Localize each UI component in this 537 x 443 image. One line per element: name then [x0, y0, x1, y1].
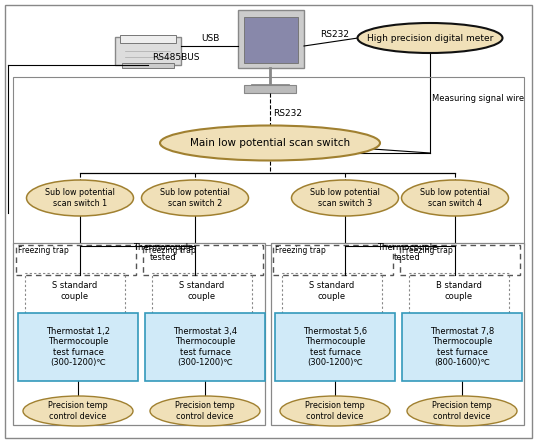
Bar [115, 37, 181, 65]
Bar [282, 273, 382, 315]
Bar [16, 245, 136, 275]
Bar [244, 17, 298, 63]
Ellipse shape [160, 125, 380, 160]
Text: Thermostat 3,4
Thermocouple
test furnace
(300-1200)℃: Thermostat 3,4 Thermocouple test furnace… [173, 327, 237, 367]
Text: Sub low potential
scan switch 4: Sub low potential scan switch 4 [420, 188, 490, 208]
Text: Freezing trap: Freezing trap [145, 246, 196, 255]
Text: RS485BUS: RS485BUS [152, 53, 200, 62]
Text: Main low potential scan switch: Main low potential scan switch [190, 138, 350, 148]
Text: Thermostat 1,2
Thermocouple
test furnace
(300-1200)℃: Thermostat 1,2 Thermocouple test furnace… [46, 327, 110, 367]
Bar [271, 243, 524, 425]
Text: USB: USB [201, 34, 219, 43]
Ellipse shape [402, 180, 509, 216]
Text: Measuring signal wire: Measuring signal wire [432, 93, 524, 102]
Bar [275, 313, 395, 381]
Text: Precision temp
control device: Precision temp control device [175, 401, 235, 421]
Bar [143, 245, 263, 275]
Bar [152, 273, 252, 315]
Bar [13, 77, 524, 245]
Bar [244, 85, 296, 93]
Ellipse shape [142, 180, 249, 216]
Text: Thermocouple
tested: Thermocouple tested [377, 243, 437, 262]
Bar [273, 245, 393, 275]
Text: Sub low potential
scan switch 3: Sub low potential scan switch 3 [310, 188, 380, 208]
Text: Precision temp
control device: Precision temp control device [48, 401, 108, 421]
Text: S standard
couple: S standard couple [309, 281, 354, 301]
Text: Precision temp
control device: Precision temp control device [305, 401, 365, 421]
Bar [409, 273, 509, 315]
Text: Thermostat 7,8
Thermocouple
test furnace
(800-1600)℃: Thermostat 7,8 Thermocouple test furnace… [430, 327, 494, 367]
Bar [122, 63, 174, 68]
Text: Thermocouple
tested: Thermocouple tested [133, 243, 193, 262]
Text: B standard
couple: B standard couple [436, 281, 482, 301]
Ellipse shape [150, 396, 260, 426]
Text: Sub low potential
scan switch 1: Sub low potential scan switch 1 [45, 188, 115, 208]
Bar [238, 10, 304, 68]
Ellipse shape [280, 396, 390, 426]
Ellipse shape [26, 180, 134, 216]
Bar [13, 243, 265, 425]
Text: Freezing trap: Freezing trap [402, 246, 453, 255]
Text: Freezing trap: Freezing trap [18, 246, 69, 255]
Bar [402, 313, 522, 381]
Ellipse shape [358, 23, 503, 53]
Text: S standard
couple: S standard couple [53, 281, 98, 301]
Text: S standard
couple: S standard couple [179, 281, 224, 301]
Text: Freezing trap: Freezing trap [275, 246, 326, 255]
Text: Precision temp
control device: Precision temp control device [432, 401, 492, 421]
Text: RS232: RS232 [320, 30, 349, 39]
Bar [145, 313, 265, 381]
Ellipse shape [23, 396, 133, 426]
Ellipse shape [292, 180, 398, 216]
Bar [400, 245, 520, 275]
Text: Sub low potential
scan switch 2: Sub low potential scan switch 2 [160, 188, 230, 208]
Bar [25, 273, 125, 315]
Bar [120, 35, 176, 43]
Text: Thermostat 5,6
Thermocouple
test furnace
(300-1200)℃: Thermostat 5,6 Thermocouple test furnace… [303, 327, 367, 367]
Bar [18, 313, 138, 381]
Ellipse shape [407, 396, 517, 426]
Text: RS232: RS232 [273, 109, 302, 117]
Text: High precision digital meter: High precision digital meter [367, 34, 493, 43]
